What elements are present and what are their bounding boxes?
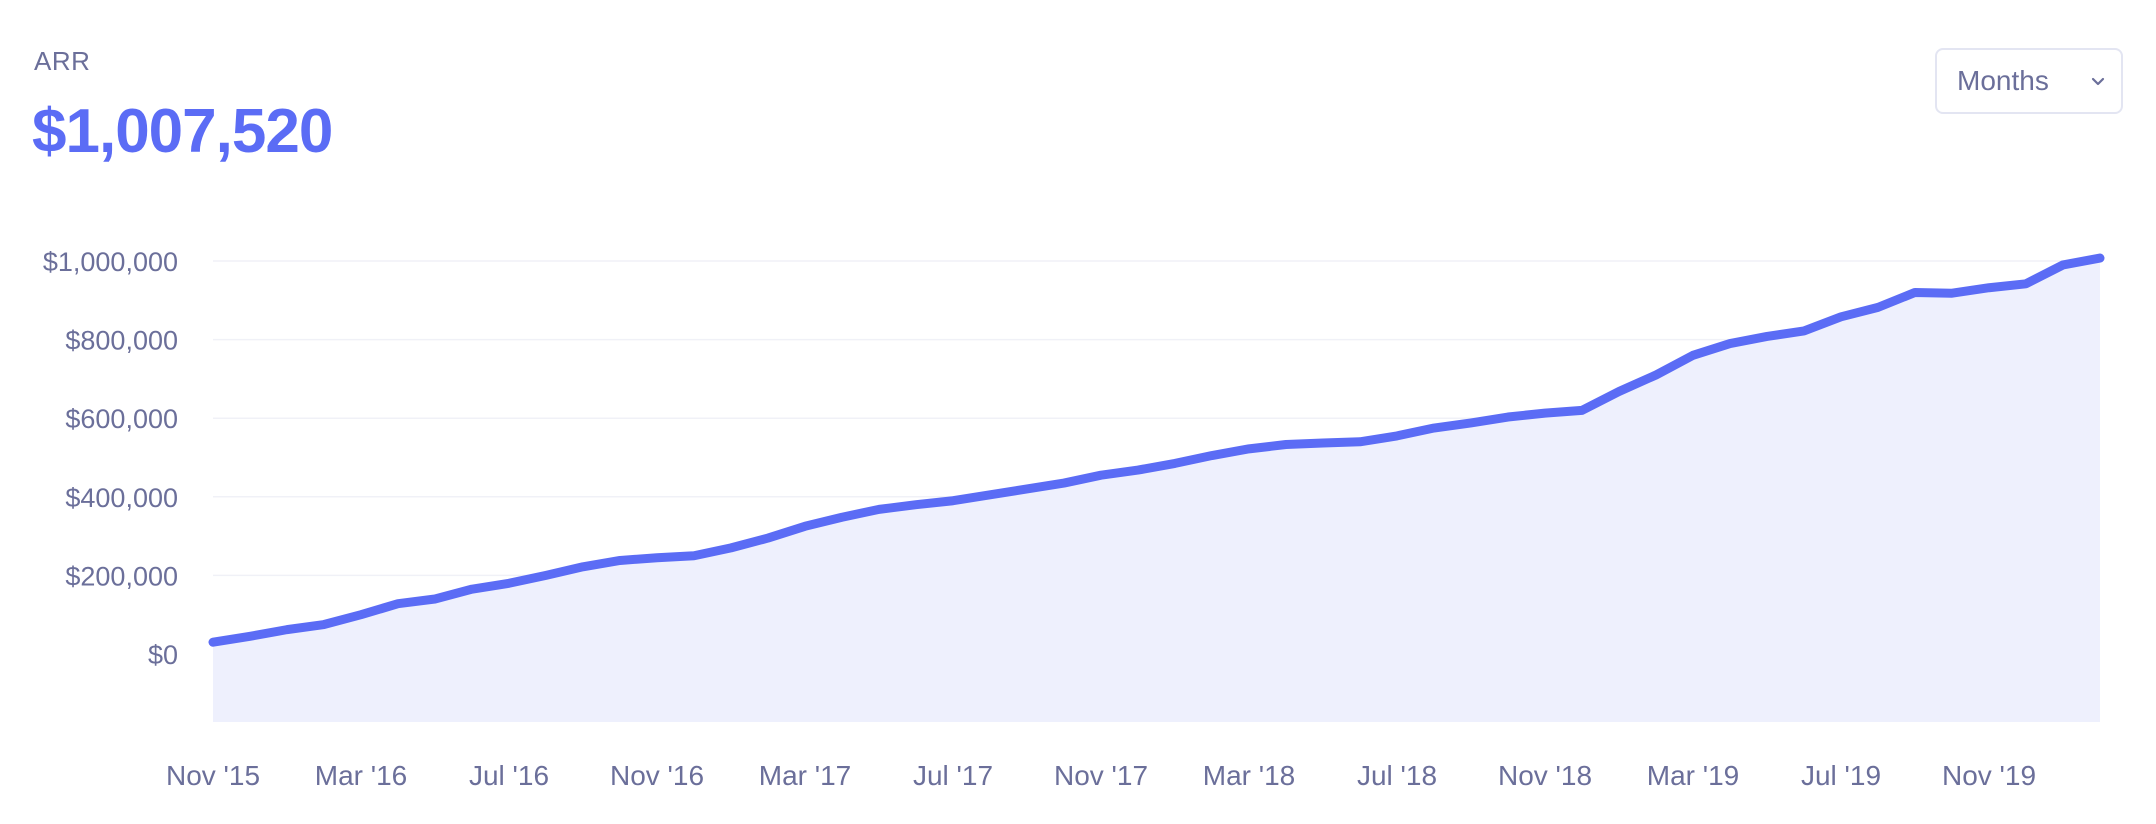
y-tick-label: $400,000 bbox=[65, 483, 178, 513]
x-tick-label: Mar '19 bbox=[1647, 760, 1740, 791]
x-tick-label: Jul '18 bbox=[1357, 760, 1437, 791]
chevron-down-icon bbox=[2091, 77, 2105, 86]
period-select[interactable]: Months bbox=[1935, 48, 2123, 114]
x-axis-ticks: Nov '15 Mar '16 Jul '16 Nov '16 Mar '17 Jul '… bbox=[166, 760, 2036, 791]
x-tick-label: Nov '19 bbox=[1942, 760, 2036, 791]
x-tick-label: Nov '17 bbox=[1054, 760, 1148, 791]
x-tick-label: Jul '19 bbox=[1801, 760, 1881, 791]
y-axis-ticks: $0 $200,000 $400,000 $600,000 $800,000 $1,000… bbox=[43, 247, 178, 670]
y-tick-label: $200,000 bbox=[65, 561, 178, 591]
area-layer bbox=[213, 258, 2100, 722]
y-tick-label: $0 bbox=[148, 640, 178, 670]
y-tick-label: $800,000 bbox=[65, 326, 178, 356]
metric-value: $1,007,520 bbox=[32, 97, 333, 166]
x-tick-label: Mar '18 bbox=[1203, 760, 1296, 791]
arr-series-line bbox=[208, 253, 2105, 647]
arr-area bbox=[213, 258, 2100, 722]
x-tick-label: Mar '17 bbox=[759, 760, 852, 791]
x-tick-label: Jul '16 bbox=[469, 760, 549, 791]
period-select-value: Months bbox=[1957, 65, 2049, 96]
y-tick-label: $600,000 bbox=[65, 404, 178, 434]
x-tick-label: Nov '16 bbox=[610, 760, 704, 791]
metric-label: ARR bbox=[34, 46, 91, 76]
x-tick-label: Nov '18 bbox=[1498, 760, 1592, 791]
line-layer bbox=[208, 253, 2105, 647]
x-tick-label: Mar '16 bbox=[315, 760, 408, 791]
x-tick-label: Nov '15 bbox=[166, 760, 260, 791]
y-tick-label: $1,000,000 bbox=[43, 247, 178, 277]
x-tick-label: Jul '17 bbox=[913, 760, 993, 791]
